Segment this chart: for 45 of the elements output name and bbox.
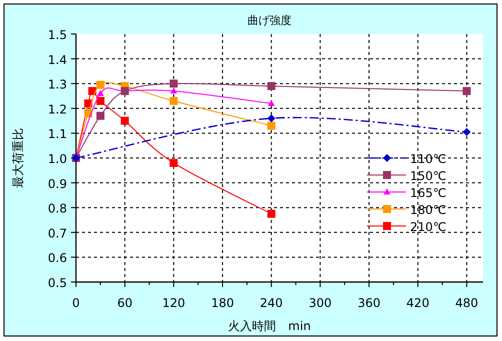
x-tick-label: 60	[117, 296, 132, 310]
chart-title: 曲げ強度	[248, 14, 292, 27]
y-tick-label: 1.5	[48, 28, 67, 42]
x-tick-label: 360	[358, 296, 380, 310]
x-tick-label: 480	[455, 296, 478, 310]
point	[267, 210, 276, 218]
x-tick-label: 120	[162, 296, 186, 310]
point	[96, 90, 104, 96]
x-axis-title: 火入時間 min	[228, 319, 311, 333]
y-tick-label: 0.6	[48, 251, 67, 266]
legend-label: 165℃	[410, 186, 446, 200]
legend-label: 150℃	[410, 169, 446, 183]
point	[170, 96, 178, 105]
y-tick-label: 1.3	[48, 78, 67, 92]
y-tick-label: 1.4	[48, 52, 67, 67]
point	[267, 82, 276, 90]
y-tick-label: 1.2	[48, 102, 67, 116]
y-axis-title: 最大荷重比	[11, 128, 25, 188]
legend-label: 110℃	[410, 152, 446, 166]
y-tick-label: 0.5	[48, 276, 67, 290]
point	[170, 80, 178, 88]
point	[170, 158, 178, 167]
x-tick-label: 240	[260, 296, 283, 310]
y-tick-label: 1.1	[48, 127, 67, 142]
y-tick-label: 0.8	[48, 202, 67, 216]
x-tick-label: 0	[72, 296, 80, 310]
point	[267, 122, 276, 130]
x-tick-label: 420	[406, 296, 430, 310]
point	[462, 128, 471, 136]
point	[88, 87, 96, 96]
y-tick-label: 0.7	[48, 226, 67, 240]
legend-label: 180℃	[410, 203, 446, 217]
y-tick-label: 0.9	[48, 176, 67, 191]
point	[268, 100, 275, 106]
point	[170, 88, 178, 94]
legend-label: 210℃	[410, 220, 446, 234]
point	[462, 87, 471, 96]
point	[96, 96, 104, 105]
point	[267, 114, 276, 122]
y-tick-label: 1.0	[48, 152, 67, 166]
x-tick-label: 300	[308, 296, 332, 310]
point	[96, 80, 104, 89]
x-tick-label: 180	[211, 296, 234, 310]
point	[120, 116, 129, 125]
point	[96, 112, 104, 120]
